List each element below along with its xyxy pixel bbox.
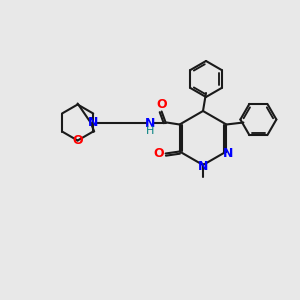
Text: O: O (72, 134, 83, 147)
Text: N: N (87, 116, 98, 129)
Text: N: N (223, 147, 234, 160)
Text: N: N (198, 160, 208, 173)
Text: H: H (146, 125, 154, 136)
Text: O: O (153, 147, 164, 160)
Text: N: N (144, 117, 155, 130)
Text: O: O (156, 98, 167, 111)
